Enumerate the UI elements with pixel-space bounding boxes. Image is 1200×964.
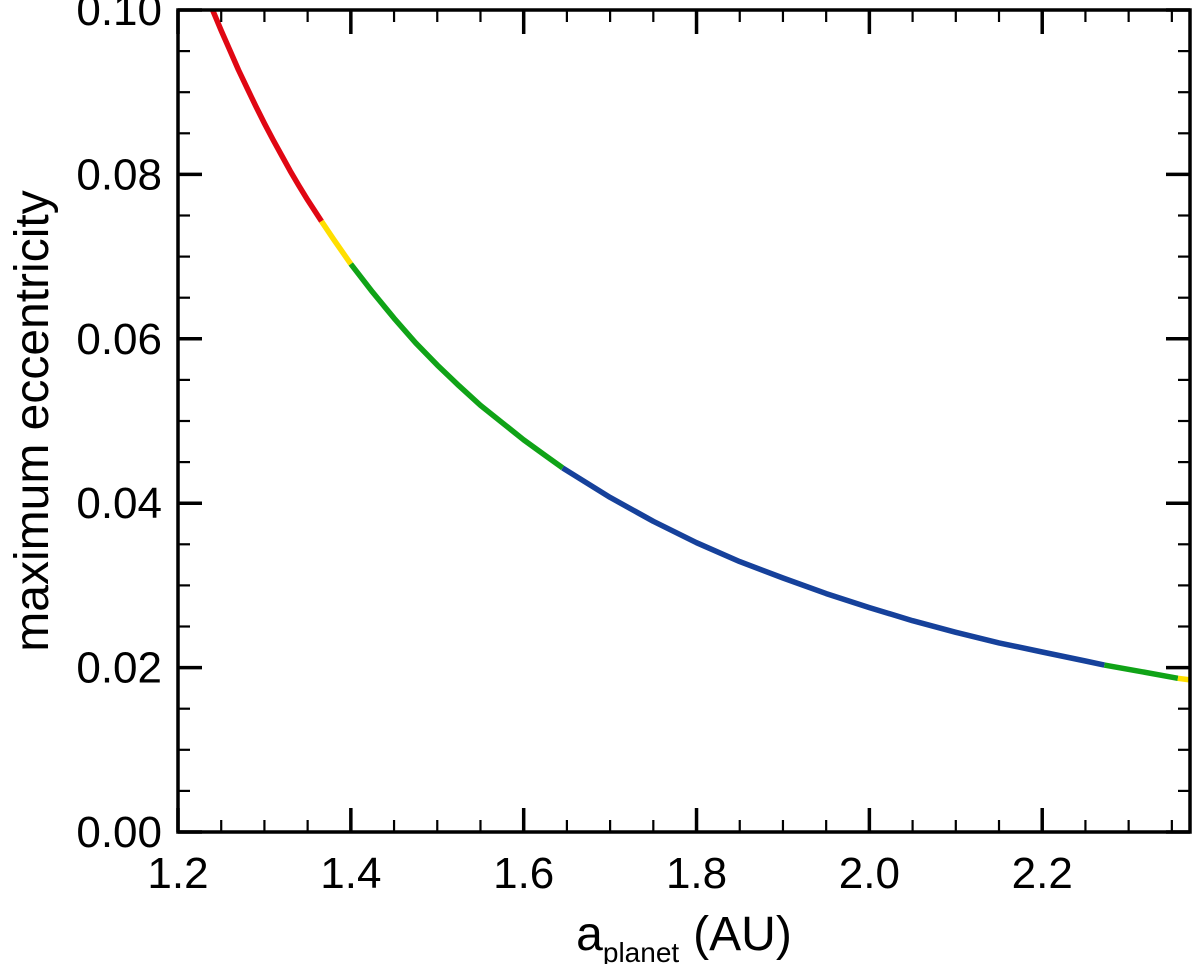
y-tick-label: 0.00 (76, 808, 162, 857)
y-tick-label: 0.02 (76, 644, 162, 693)
y-tick-label: 0.06 (76, 315, 162, 364)
x-tick-label: 1.8 (666, 849, 727, 898)
y-axis-title: maximum eccentricity (6, 190, 59, 651)
curve-segment-yellow-1 (319, 219, 354, 266)
curve-segment-green-1 (348, 262, 565, 471)
x-tick-label: 1.4 (320, 849, 381, 898)
x-tick-label: 2.2 (1012, 849, 1073, 898)
x-axis-title-subscript: planet (603, 937, 680, 964)
curve-segment-yellow-2 (1177, 675, 1191, 683)
y-tick-label: 0.10 (76, 0, 162, 35)
plot-frame (176, 8, 1192, 834)
x-axis-title-unit: (AU) (693, 908, 792, 961)
x-tick-label: 2.0 (839, 849, 900, 898)
curve-segment-green-2 (1103, 662, 1179, 682)
x-tick-label: 1.2 (147, 849, 208, 898)
y-tick-label: 0.04 (76, 479, 162, 528)
y-tick-label: 0.08 (76, 150, 162, 199)
x-axis-title-base: a (576, 908, 603, 961)
curve-segment-red-1 (210, 8, 324, 223)
x-tick-label: 1.6 (493, 849, 554, 898)
x-axis-title: aplanet (AU) (576, 908, 792, 964)
curve-segment-blue-1 (561, 465, 1105, 668)
